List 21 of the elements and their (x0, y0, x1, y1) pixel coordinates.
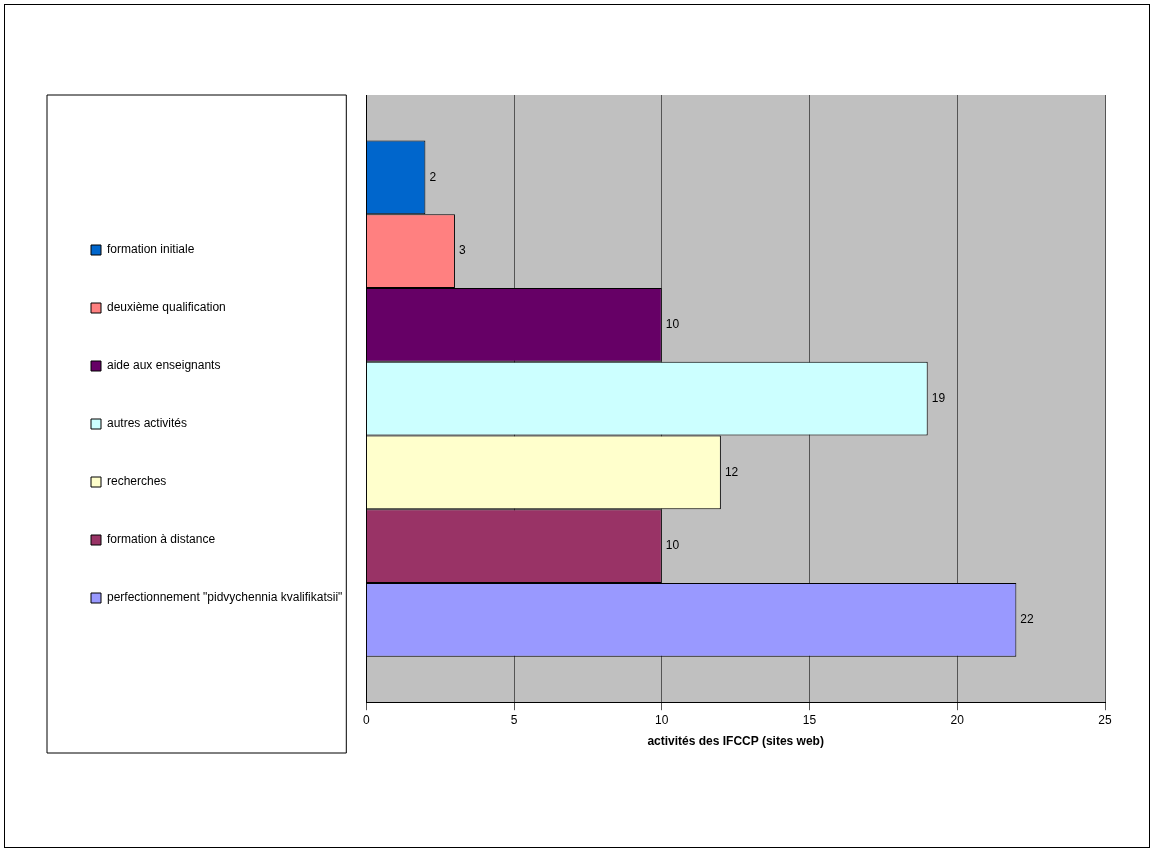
x-tick-label: 10 (655, 712, 669, 727)
data-label: 10 (665, 317, 680, 332)
legend-label: perfectionnement "pidvychennia kvalifikatsii" (107, 590, 343, 605)
data-label: 19 (931, 390, 946, 405)
data-label: 10 (665, 538, 680, 553)
x-axis-title: activités des IFCCP (sites web) (647, 734, 824, 749)
legend-label: deuxième qualification (107, 300, 226, 315)
x-tick-label: 5 (510, 712, 518, 727)
data-label: 12 (724, 464, 739, 479)
x-tick-label: 15 (802, 712, 817, 727)
x-tick-label: 20 (950, 712, 965, 727)
data-label: 2 (429, 169, 437, 184)
x-tick-label: 0 (362, 712, 370, 727)
legend-label: formation initiale (107, 242, 195, 257)
legend-label: recherches (107, 474, 167, 489)
data-label: 22 (1020, 612, 1035, 627)
x-tick-label: 25 (1098, 712, 1112, 727)
legend-label: formation à distance (107, 532, 216, 547)
legend-label: aide aux enseignants (107, 358, 221, 373)
data-label: 3 (458, 243, 466, 258)
legend-label: autres activités (107, 416, 188, 431)
